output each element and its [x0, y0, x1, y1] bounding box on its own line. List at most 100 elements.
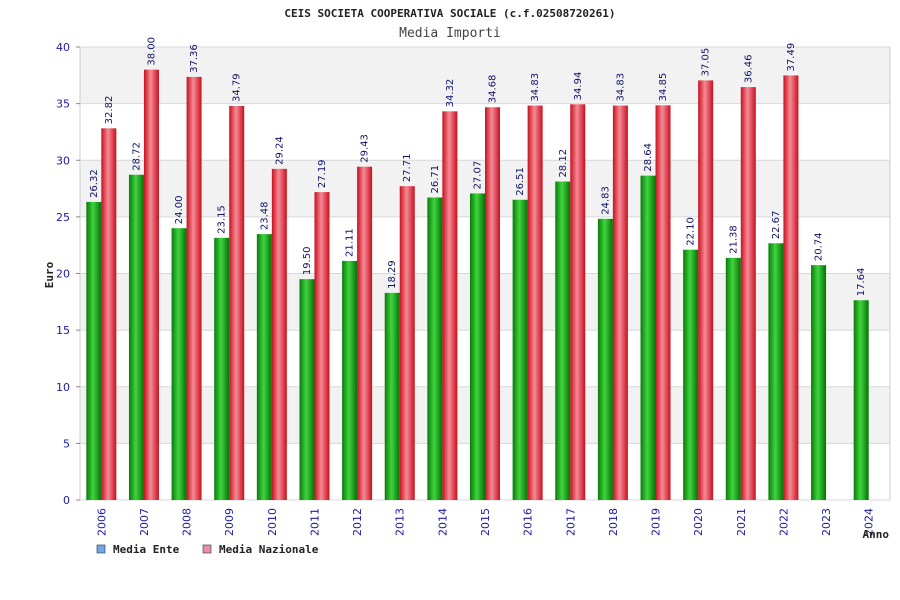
legend-swatch-media-ente: [96, 544, 106, 554]
bar-media-nazionale-2009: [229, 106, 245, 501]
y-tick-label: 30: [56, 154, 70, 167]
bar-media-ente-2013: [384, 292, 400, 500]
chart-subtitle: Media Importi: [399, 26, 501, 41]
bar-media-nazionale-2018: [612, 105, 628, 501]
bar-media-nazionale-2015: [485, 107, 500, 501]
bar-media-nazionale-2017: [570, 104, 586, 500]
value-label-media-nazionale-2019: 34.85: [658, 73, 669, 102]
bar-media-ente-2008: [171, 228, 187, 500]
x-tick-label-2016: 2016: [522, 508, 535, 536]
y-tick-label: 15: [56, 324, 70, 337]
value-label-media-ente-2019: 28.64: [643, 143, 654, 172]
bar-media-ente-2024: [853, 300, 869, 500]
y-tick-label: 40: [56, 41, 70, 54]
bar-media-ente-2010: [256, 234, 272, 501]
value-label-media-nazionale-2013: 27.71: [402, 154, 413, 183]
bar-media-ente-2021: [725, 257, 741, 500]
bar-media-nazionale-2006: [101, 128, 117, 500]
value-label-media-nazionale-2010: 29.24: [274, 136, 285, 165]
value-label-media-nazionale-2007: 38.00: [146, 37, 157, 66]
value-label-media-ente-2020: 22.10: [686, 217, 697, 246]
x-tick-label-2011: 2011: [308, 508, 321, 536]
y-tick-label: 0: [63, 494, 70, 507]
x-tick-label-2023: 2023: [820, 508, 833, 536]
bar-media-ente-2015: [470, 193, 485, 500]
y-axis-ticks: 0 5 10 15 20 25 30 35 40: [56, 41, 80, 507]
value-label-media-ente-2017: 28.12: [558, 149, 569, 178]
bar-media-ente-2018: [597, 218, 613, 501]
x-tick-label-2012: 2012: [351, 508, 364, 536]
y-axis-label: Euro: [43, 261, 56, 288]
x-tick-label-2008: 2008: [181, 508, 194, 536]
value-label-media-ente-2009: 23.15: [217, 205, 228, 234]
bar-media-ente-2006: [86, 201, 102, 500]
x-tick-label-2015: 2015: [479, 508, 492, 536]
x-tick-label-2020: 2020: [692, 508, 705, 536]
value-label-media-nazionale-2014: 34.32: [445, 79, 456, 108]
x-tick-label-2014: 2014: [436, 508, 449, 536]
value-label-media-nazionale-2015: 34.68: [488, 75, 499, 104]
bar-media-nazionale-2011: [314, 192, 330, 501]
value-label-media-nazionale-2006: 32.82: [104, 96, 115, 125]
x-axis-label: Anno: [863, 528, 890, 541]
bar-media-nazionale-2016: [527, 105, 543, 501]
bar-media-ente-2023: [811, 265, 827, 500]
x-tick-label-2017: 2017: [564, 508, 577, 536]
value-label-media-nazionale-2020: 37.05: [701, 48, 712, 77]
bar-media-ente-2009: [214, 237, 230, 501]
value-label-media-nazionale-2012: 29.43: [360, 134, 371, 163]
value-label-media-nazionale-2018: 34.83: [615, 73, 626, 102]
legend: Media Ente Media Nazionale: [96, 543, 319, 556]
bar-media-ente-2022: [768, 243, 784, 500]
value-label-media-ente-2007: 28.72: [131, 142, 142, 171]
x-tick-label-2006: 2006: [95, 508, 108, 536]
bar-media-ente-2012: [342, 260, 358, 500]
bar-media-nazionale-2022: [783, 75, 799, 500]
bar-media-ente-2014: [427, 197, 443, 500]
bar-media-ente-2020: [683, 249, 699, 500]
bar-media-nazionale-2008: [186, 76, 202, 500]
x-tick-label-2021: 2021: [735, 508, 748, 536]
y-tick-label: 20: [56, 268, 70, 281]
bar-media-ente-2016: [512, 199, 528, 501]
x-tick-label-2024: 2024: [863, 508, 876, 536]
value-label-media-ente-2021: 21.38: [728, 225, 739, 254]
bar-media-nazionale-2021: [740, 87, 756, 500]
x-tick-label-2013: 2013: [394, 508, 407, 536]
value-label-media-nazionale-2016: 34.83: [530, 73, 541, 102]
value-label-media-ente-2022: 22.67: [771, 211, 782, 240]
y-tick-label: 10: [56, 381, 70, 394]
bar-media-nazionale-2019: [655, 105, 671, 500]
x-tick-label-2019: 2019: [650, 508, 663, 536]
bar-media-nazionale-2014: [442, 111, 458, 501]
value-label-media-ente-2012: 21.11: [345, 228, 356, 257]
x-tick-label-2010: 2010: [266, 508, 279, 536]
bar-media-ente-2019: [640, 175, 656, 501]
bar-media-nazionale-2013: [399, 186, 415, 500]
x-tick-label-2007: 2007: [138, 508, 151, 536]
value-label-media-ente-2006: 26.32: [89, 169, 100, 198]
value-label-media-nazionale-2017: 34.94: [573, 72, 584, 101]
legend-swatch-media-nazionale: [202, 544, 212, 554]
value-label-media-ente-2013: 18.29: [387, 260, 398, 289]
data-labels: 26.32 32.82 28.72 38.00 24.00 37.36 23.15 34.79…: [89, 37, 867, 296]
chart-title: CEIS SOCIETA COOPERATIVA SOCIALE (c.f.02…: [284, 7, 615, 20]
value-label-media-nazionale-2009: 34.79: [232, 73, 243, 102]
x-tick-label-2009: 2009: [223, 508, 236, 536]
value-label-media-ente-2018: 24.83: [600, 186, 611, 215]
y-tick-label: 35: [56, 98, 70, 111]
x-axis-ticks: 2006 2007 2008 2009 2010 2011 2012 2013 2014 2015…: [95, 508, 875, 536]
bar-media-ente-2017: [555, 181, 571, 500]
bar-media-nazionale-2010: [271, 168, 287, 500]
legend-label-media-nazionale: Media Nazionale: [219, 543, 319, 556]
bar-media-ente-2011: [299, 279, 315, 500]
bar-media-nazionale-2007: [143, 69, 159, 501]
value-label-media-nazionale-2021: 36.46: [743, 54, 754, 83]
value-label-media-ente-2015: 27.07: [473, 161, 484, 190]
value-label-media-ente-2024: 17.64: [856, 268, 867, 297]
bar-media-nazionale-2012: [357, 166, 373, 500]
bar-media-ente-2007: [128, 174, 144, 500]
value-label-media-ente-2008: 24.00: [174, 196, 185, 225]
bar-media-nazionale-2020: [698, 80, 714, 500]
